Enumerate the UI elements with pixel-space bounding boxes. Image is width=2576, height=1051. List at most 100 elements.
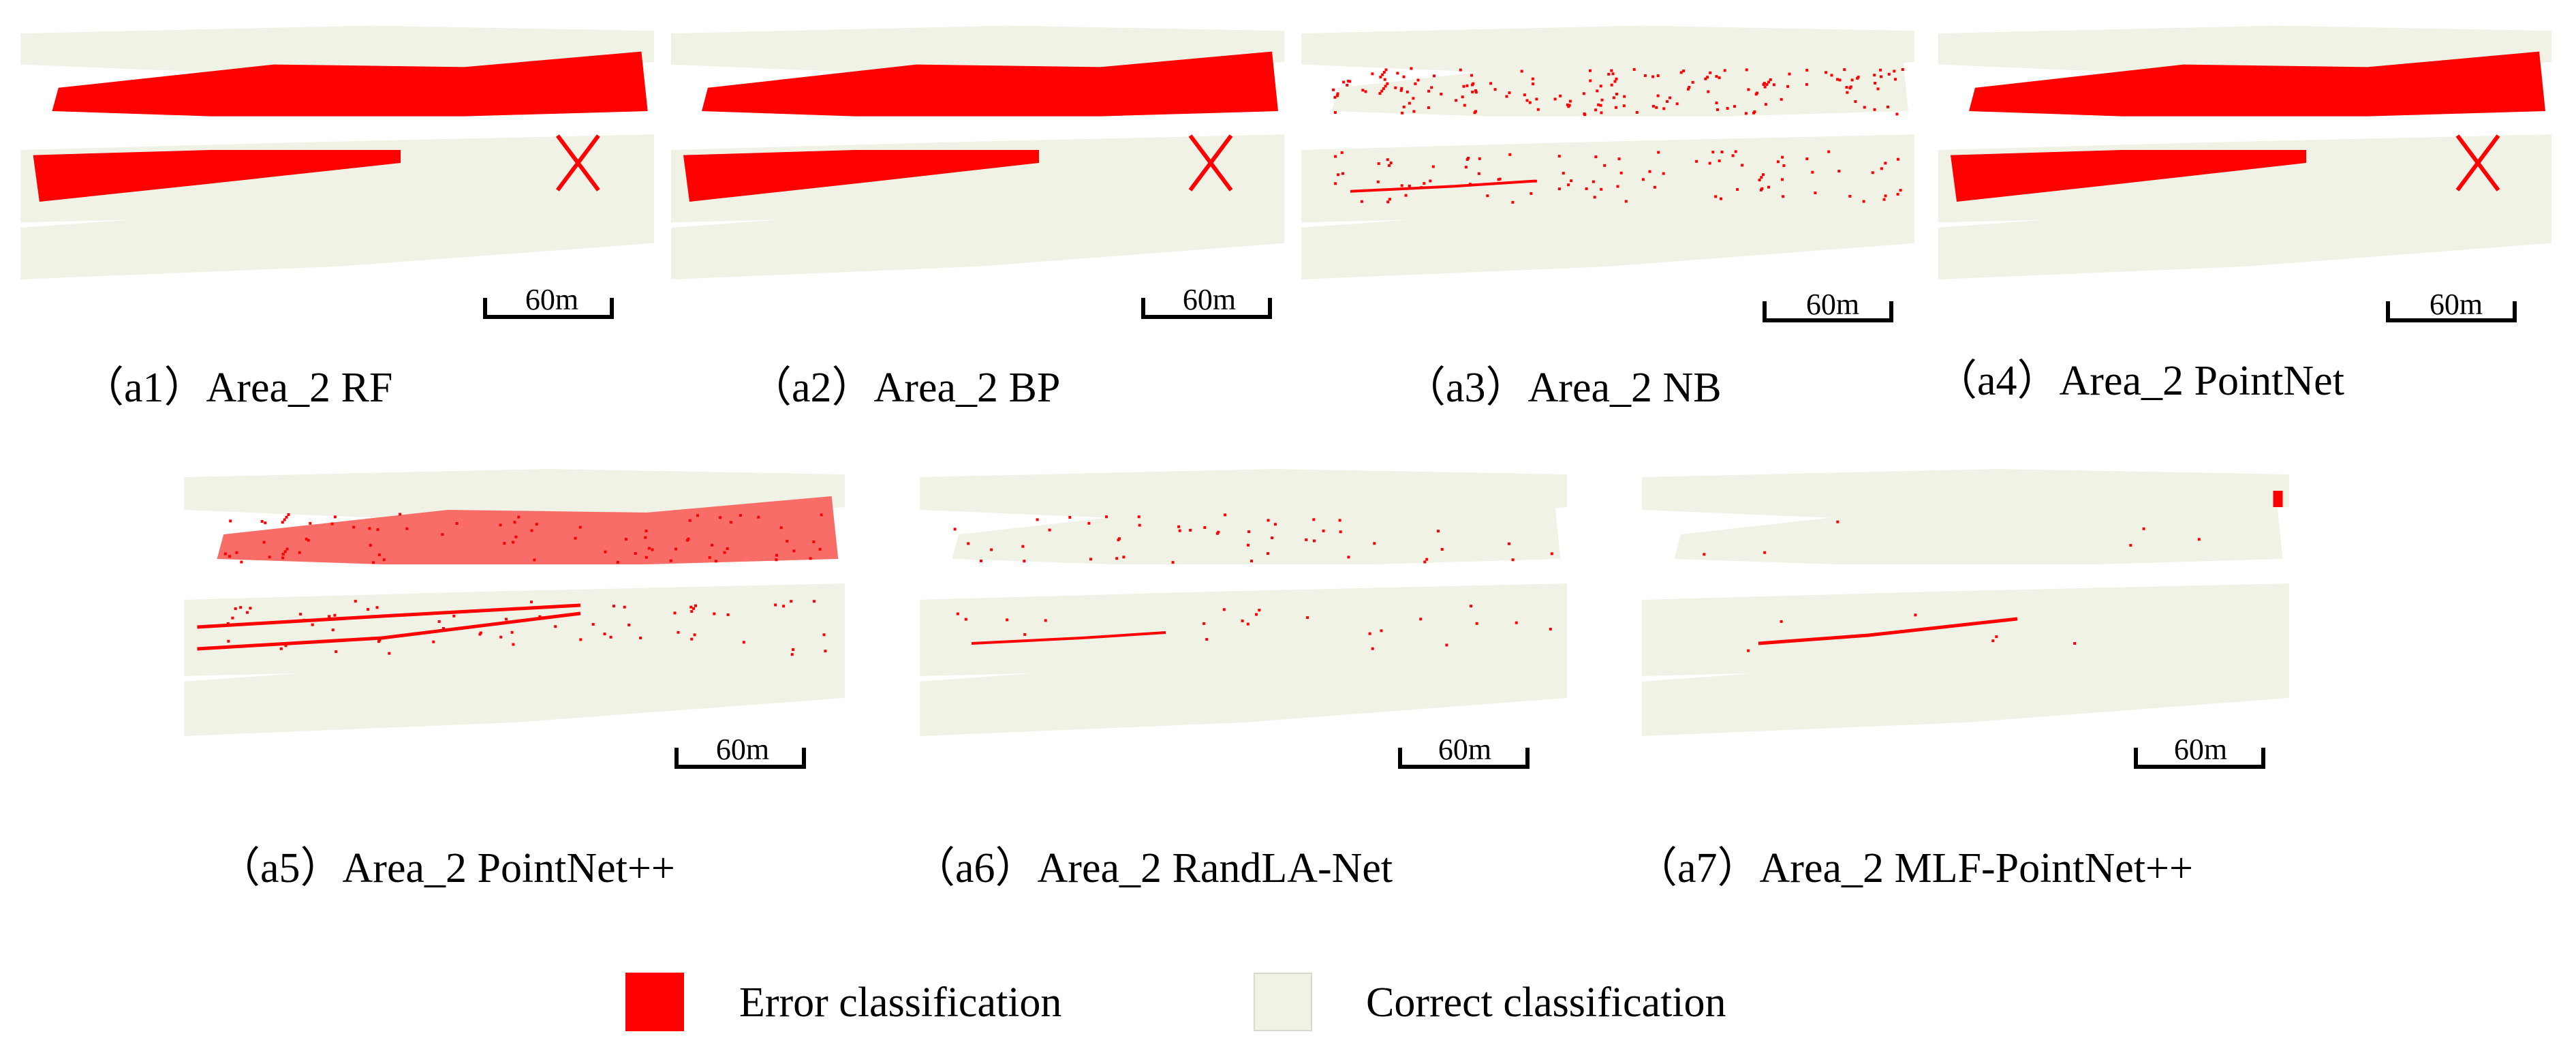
error-speckle	[1380, 629, 1383, 633]
error-speckle	[1217, 530, 1220, 534]
error-speckle	[1651, 75, 1655, 78]
error-speckle	[1525, 99, 1529, 102]
error-speckle	[240, 560, 243, 564]
error-speckle	[1655, 106, 1658, 109]
error-speckle	[775, 553, 778, 557]
error-speckle	[1607, 72, 1611, 76]
error-speckle	[1734, 150, 1737, 153]
error-speckle	[824, 650, 827, 653]
error-speckle	[1414, 82, 1417, 85]
error-speckle	[1472, 82, 1475, 85]
error-speckle	[775, 558, 778, 562]
correct-region	[1332, 51, 1908, 117]
error-speckle	[1023, 560, 1026, 563]
error-speckle	[1703, 553, 1706, 556]
error-speckle	[1708, 162, 1711, 165]
scale-label-a4: 60m	[2429, 288, 2483, 321]
error-speckle	[1377, 162, 1380, 166]
correct-region	[184, 633, 845, 736]
error-speckle	[1662, 107, 1666, 110]
error-speckle	[1361, 89, 1365, 92]
scale-bar-a5	[674, 748, 806, 769]
error-speckle	[1611, 72, 1615, 76]
error-speckle	[1582, 92, 1585, 95]
error-speckle	[786, 539, 789, 543]
error-speckle	[331, 628, 335, 632]
error-speckle	[1995, 635, 1998, 639]
error-speckle	[2129, 544, 2132, 547]
error-speckle	[1862, 200, 1865, 203]
error-speckle	[1389, 162, 1393, 164]
error-speckle	[1615, 93, 1618, 95]
error-speckle	[437, 620, 441, 623]
error-speckle	[1707, 90, 1710, 93]
error-speckle	[455, 522, 459, 525]
error-speckle	[1474, 91, 1478, 94]
error-speckle	[1648, 170, 1651, 173]
error-speckle	[1371, 72, 1374, 76]
error-speckle	[1247, 530, 1251, 534]
error-speckle	[1423, 560, 1427, 564]
error-speckle	[441, 627, 445, 630]
error-speckle	[1486, 194, 1489, 198]
error-speckle	[1788, 72, 1791, 76]
error-speckle	[1335, 94, 1339, 97]
error-region	[971, 631, 1166, 645]
error-speckle	[644, 536, 647, 539]
error-speckle	[1873, 108, 1876, 111]
error-speckle	[333, 613, 337, 617]
error-speckle	[1508, 153, 1512, 156]
error-speckle	[1463, 104, 1466, 107]
error-speckle	[1675, 102, 1679, 106]
error-speckle	[1394, 86, 1397, 89]
error-speckle	[1122, 555, 1126, 559]
error-speckle	[1805, 69, 1809, 72]
error-speckle	[604, 550, 607, 553]
error-speckle	[742, 641, 745, 644]
error-speckle	[1836, 78, 1839, 81]
error-speckle	[1879, 68, 1882, 72]
error-speckle	[1267, 519, 1270, 522]
error-speckle	[1021, 545, 1025, 548]
error-speckle	[1723, 69, 1726, 72]
error-speckle	[1592, 180, 1595, 183]
error-speckle	[228, 555, 231, 558]
caption-a7: （a7）Area_2 MLF-PointNet++	[1635, 845, 2193, 892]
error-speckle	[281, 521, 284, 524]
error-speckle	[1836, 520, 1840, 523]
error-speckle	[287, 513, 290, 516]
error-speckle	[1733, 105, 1736, 108]
error-speckle	[1615, 106, 1617, 109]
error-speckle	[1600, 98, 1604, 102]
scale-label-a6: 60m	[1438, 733, 1492, 766]
error-speckle	[1764, 103, 1767, 106]
error-speckle	[1471, 91, 1474, 93]
error-speckle	[1830, 74, 1833, 77]
error-region	[2455, 134, 2500, 192]
error-speckle	[1419, 618, 1423, 621]
error-speckle	[1780, 620, 1783, 623]
error-speckle	[283, 550, 287, 553]
error-speckle	[1115, 557, 1119, 560]
error-speckle	[1895, 112, 1899, 116]
error-speckle	[1137, 515, 1140, 519]
error-speckle	[1782, 164, 1786, 167]
error-speckle	[1897, 157, 1899, 161]
error-speckle	[711, 543, 714, 547]
error-speckle	[1340, 151, 1344, 154]
error-speckle	[591, 623, 595, 626]
error-speckle	[964, 618, 967, 621]
error-speckle	[1695, 159, 1698, 163]
error-speckle	[333, 515, 337, 519]
error-speckle	[1470, 74, 1473, 77]
error-speckle	[1258, 609, 1261, 612]
error-speckle	[1222, 608, 1226, 611]
error-speckle	[1594, 108, 1598, 112]
error-speckle	[1662, 172, 1665, 175]
correct-region	[1301, 181, 1914, 279]
error-speckle	[1400, 184, 1403, 187]
error-speckle	[729, 521, 732, 524]
error-region	[1758, 617, 2018, 645]
error-speckle	[1478, 157, 1481, 160]
